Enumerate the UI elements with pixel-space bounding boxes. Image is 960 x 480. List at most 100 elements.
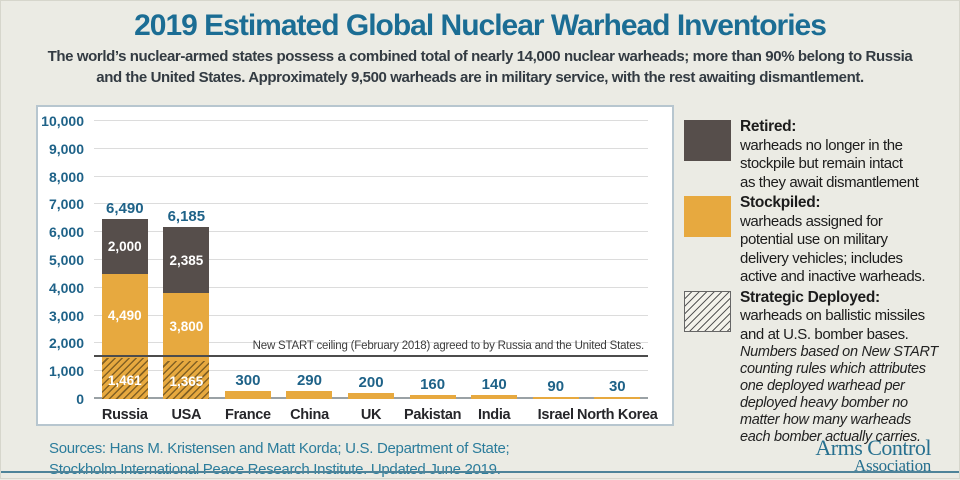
segment-stockpiled: 4,490 1,461 bbox=[101, 274, 148, 399]
plot-area: Russia 6,490 2,000 4,490 1,461 USA 6,185 2,385 3… bbox=[94, 120, 658, 423]
subtitle-line-2: and the United States. Approximately 9,5… bbox=[96, 69, 864, 86]
deployed-value-label: 1,461 bbox=[107, 372, 142, 388]
subtitle: The world’s nuclear-armed states possess… bbox=[1, 46, 959, 88]
retired-value-label: 2,000 bbox=[107, 238, 142, 254]
segment-stockpiled bbox=[224, 390, 271, 399]
bar-slot-israel: Israel 90 bbox=[525, 121, 587, 423]
retired-swatch bbox=[684, 120, 731, 161]
legend-item-retired: Retired: warheads no longer in the stockp… bbox=[684, 118, 960, 192]
arms-control-association-logo: Arms Control Association bbox=[815, 435, 931, 475]
legend-description: warheads on ballistic missiles and at U.… bbox=[740, 307, 925, 343]
bar-total-label: 290 bbox=[296, 371, 322, 389]
gridline bbox=[94, 120, 648, 121]
category-label: North Korea bbox=[577, 407, 658, 423]
sources-line-1: Sources: Hans M. Kristensen and Matt Kor… bbox=[49, 440, 510, 457]
bar-pakistan: 160 bbox=[409, 376, 456, 399]
segment-stockpiled bbox=[471, 395, 518, 399]
legend-item-stockpiled: Stockpiled: warheads assigned for potenti… bbox=[684, 194, 960, 287]
y-axis: 10,000 9,000 8,000 7,000 6,000 5,000 4,000 3,00… bbox=[38, 114, 86, 406]
bar-slot-pakistan: Pakistan 160 bbox=[402, 121, 464, 423]
stockpiled-value-label: 4,490 bbox=[107, 307, 142, 323]
category-label: Israel bbox=[537, 407, 574, 423]
sources-text: Sources: Hans M. Kristensen and Matt Kor… bbox=[49, 438, 510, 480]
chart-panel: 10,000 9,000 8,000 7,000 6,000 5,000 4,000 3,00… bbox=[36, 105, 674, 426]
sources-line-2: Stockholm International Peace Research I… bbox=[49, 461, 501, 478]
bar-total-label: 300 bbox=[235, 371, 261, 389]
bar-north-korea: 30 bbox=[594, 378, 641, 399]
gridline bbox=[94, 286, 648, 288]
bar-slot-india: India 140 bbox=[463, 121, 525, 423]
page-title: 2019 Estimated Global Nuclear Warhead In… bbox=[134, 9, 827, 42]
legend: Retired: warheads no longer in the stockp… bbox=[684, 118, 960, 448]
bar-total-label: 90 bbox=[547, 377, 565, 395]
gridline bbox=[94, 342, 648, 344]
category-label: France bbox=[225, 407, 271, 423]
bar-slot-france: France 300 bbox=[217, 121, 279, 423]
segment-stockpiled bbox=[286, 390, 333, 399]
gridline bbox=[94, 175, 648, 177]
stockpiled-swatch bbox=[684, 196, 731, 237]
bar-slot-china: China 290 bbox=[279, 121, 341, 423]
category-label: USA bbox=[171, 407, 202, 423]
bar-total-label: 200 bbox=[358, 374, 384, 392]
gridline bbox=[94, 259, 648, 260]
subtitle-line-1: The world’s nuclear-armed states possess… bbox=[47, 48, 913, 65]
y-tick-label: 5,000 bbox=[48, 252, 84, 268]
new-start-ceiling-line: New START ceiling (February 2018) agreed… bbox=[94, 340, 648, 357]
category-label: UK bbox=[360, 407, 382, 423]
y-tick-label: 3,000 bbox=[48, 307, 84, 324]
bar-slot-usa: USA 6,185 2,385 3,800 1,365 bbox=[156, 121, 218, 423]
legend-description: warheads no longer in the stockpile but … bbox=[740, 136, 919, 191]
bar-total-label: 140 bbox=[481, 376, 507, 394]
bar-slot-uk: UK 200 bbox=[340, 121, 402, 423]
gridline bbox=[94, 231, 648, 233]
bar-france: 300 bbox=[224, 372, 271, 399]
bar-total-label: 6,490 bbox=[106, 199, 144, 217]
y-tick-label: 0 bbox=[76, 391, 84, 407]
segment-deployed-hatch bbox=[101, 358, 148, 399]
legend-item-deployed: Strategic Deployed: warheads on ballistic… bbox=[684, 289, 960, 447]
legend-title: Retired: bbox=[740, 118, 797, 135]
y-tick-label: 7,000 bbox=[48, 196, 84, 213]
category-label: Russia bbox=[101, 407, 148, 423]
y-tick-label: 1,000 bbox=[48, 363, 84, 380]
segment-stockpiled bbox=[594, 397, 641, 399]
bars: Russia 6,490 2,000 4,490 1,461 USA 6,185 2,385 3… bbox=[94, 121, 658, 423]
y-tick-label: 10,000 bbox=[41, 113, 84, 129]
gridline bbox=[94, 203, 648, 205]
deployed-value-label: 1,365 bbox=[169, 374, 204, 390]
bar-uk: 200 bbox=[348, 374, 395, 399]
y-tick-label: 4,000 bbox=[48, 279, 84, 296]
logo-line-2: Association bbox=[854, 456, 931, 475]
bar-russia: 6,490 2,000 4,490 1,461 bbox=[101, 200, 148, 399]
segment-stockpiled bbox=[532, 396, 579, 399]
deployed-swatch bbox=[684, 290, 731, 332]
legend-title: Stockpiled: bbox=[740, 194, 821, 211]
legend-note: Numbers based on New START counting rule… bbox=[740, 344, 938, 445]
gridline bbox=[94, 370, 648, 372]
y-tick-label: 2,000 bbox=[48, 335, 84, 352]
segment-deployed-hatch bbox=[163, 361, 210, 399]
legend-description: warheads assigned for potential use on m… bbox=[740, 212, 926, 286]
legend-title: Strategic Deployed: bbox=[740, 288, 880, 306]
new-start-ceiling-label: New START ceiling (February 2018) agreed… bbox=[252, 339, 645, 352]
gridline bbox=[94, 147, 648, 149]
logo-line-1: Arms Control bbox=[815, 435, 931, 460]
segment-retired: 2,385 bbox=[163, 227, 210, 294]
bar-total-label: 6,185 bbox=[167, 208, 206, 226]
bar-slot-north-korea: North Korea 30 bbox=[577, 121, 658, 423]
y-tick-label: 6,000 bbox=[48, 224, 84, 241]
segment-stockpiled bbox=[348, 393, 395, 399]
segment-retired: 2,000 bbox=[101, 218, 148, 275]
bottom-rule bbox=[1, 471, 959, 473]
gridline bbox=[94, 314, 648, 316]
bar-slot-russia: Russia 6,490 2,000 4,490 1,461 bbox=[94, 121, 156, 423]
segment-stockpiled bbox=[409, 394, 456, 399]
retired-value-label: 2,385 bbox=[169, 252, 204, 268]
category-label: China bbox=[290, 407, 329, 423]
bar-usa: 6,185 2,385 3,800 1,365 bbox=[163, 208, 210, 399]
y-tick-label: 9,000 bbox=[48, 140, 84, 157]
bar-israel: 90 bbox=[532, 378, 579, 399]
y-tick-label: 8,000 bbox=[48, 168, 84, 185]
category-label: India bbox=[477, 407, 511, 423]
